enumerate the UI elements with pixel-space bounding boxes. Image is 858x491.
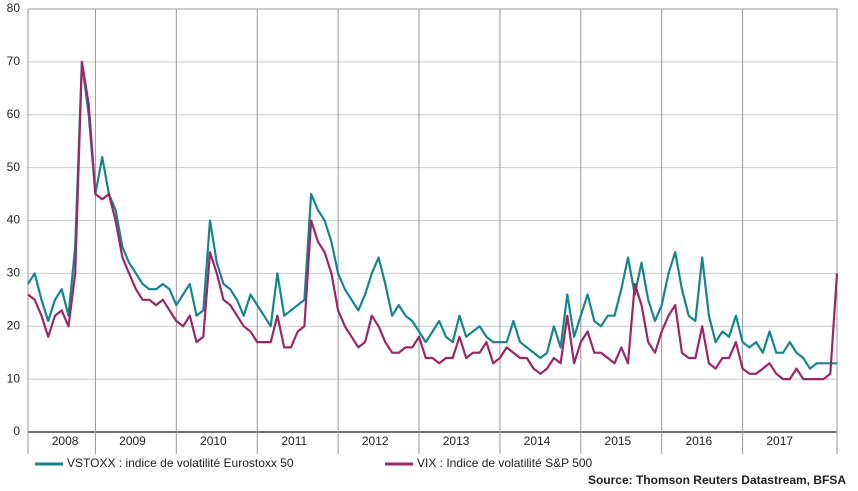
legend-label: VIX : Indice de volatilité S&P 500 <box>417 456 593 470</box>
x-tick-label: 2015 <box>605 434 632 448</box>
series-line <box>27 60 839 381</box>
y-tick-label: 50 <box>7 160 21 174</box>
y-tick-label: 80 <box>7 1 21 15</box>
x-tick-label: 2010 <box>200 434 227 448</box>
legend-label: VSTOXX : indice de volatilité Eurostoxx … <box>67 456 294 470</box>
x-tick-label: 2013 <box>443 434 470 448</box>
y-tick-label: 30 <box>7 266 21 280</box>
series-line <box>27 60 837 370</box>
x-tick-label: 2017 <box>766 434 793 448</box>
x-tick-label: 2016 <box>685 434 712 448</box>
x-tick-label: 2012 <box>362 434 389 448</box>
y-tick-label: 0 <box>13 424 20 438</box>
y-tick-label: 10 <box>7 371 21 385</box>
x-tick-label: 2011 <box>281 434 307 448</box>
y-tick-label: 40 <box>7 213 21 227</box>
source: Source: Thomson Reuters Datastream, BFSA <box>588 473 846 487</box>
x-tick-label: 2014 <box>524 434 551 448</box>
x-tick-label: 2008 <box>52 434 79 448</box>
y-tick-label: 20 <box>7 318 21 332</box>
x-tick-label: 2009 <box>119 434 146 448</box>
y-tick-label: 70 <box>7 54 21 68</box>
y-tick-label: 60 <box>7 107 21 121</box>
